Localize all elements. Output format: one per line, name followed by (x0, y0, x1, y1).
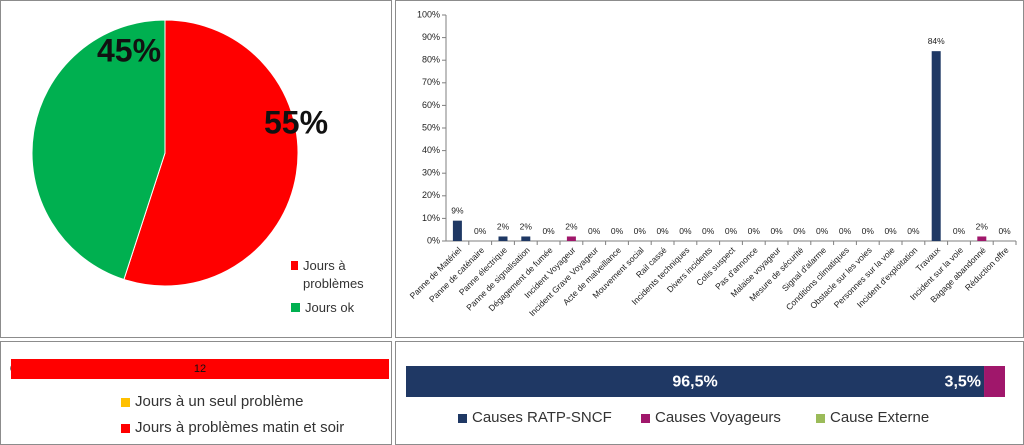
column-data-label: 84% (928, 36, 945, 46)
y-tick-label: 80% (422, 55, 440, 65)
causes-legend-label: Causes Voyageurs (655, 409, 781, 426)
column-data-label: 0% (816, 226, 829, 236)
pie-legend-swatch (291, 261, 298, 270)
y-tick-label: 20% (422, 190, 440, 200)
column-data-label: 0% (793, 226, 806, 236)
y-tick-label: 0% (427, 235, 440, 245)
causes-legend-label: Cause Externe (830, 409, 930, 426)
column-data-label: 0% (839, 226, 852, 236)
causes-legend-swatch (816, 414, 825, 423)
column-data-label: 0% (748, 226, 761, 236)
column-data-label: 0% (474, 226, 487, 236)
column-bar (931, 51, 941, 241)
pie-slice (123, 19, 299, 287)
causes-legend-item-externe: Cause Externe (816, 408, 929, 428)
y-tick-label: 90% (422, 32, 440, 42)
pie-data-label: 45% (97, 32, 161, 68)
column-bar (452, 220, 462, 241)
column-data-label: 9% (451, 206, 464, 216)
days-legend-label: Jours à problèmes matin et soir (135, 419, 345, 436)
pie-legend-item-ok: Jours ok (291, 299, 386, 317)
column-data-label: 0% (884, 226, 897, 236)
days-legend-label: Jours à un seul problème (135, 393, 304, 410)
pie-legend-item-problemes: Jours à problèmes (291, 257, 386, 293)
causes-legend-item-ratp: Causes RATP-SNCF (458, 408, 612, 428)
column-data-label: 0% (998, 226, 1011, 236)
cause-bar-label: 96,5% (672, 374, 717, 391)
cause-bar-label: 0,0% (1007, 374, 1024, 391)
days-legend-item-both: Jours à problèmes matin et soir (121, 418, 344, 438)
causes-legend-item-voyageurs: Causes Voyageurs (641, 408, 781, 428)
days-bar-segment (11, 359, 389, 379)
pie-legend-label: Jours à problèmes (302, 258, 364, 291)
days-legend-swatch (121, 398, 130, 407)
y-tick-label: 50% (422, 122, 440, 132)
causes-column-chart: 0%10%20%30%40%50%60%70%80%90%100%9%Panne… (408, 9, 1017, 318)
causes-legend-label: Causes RATP-SNCF (472, 409, 612, 426)
cause-bar-label: 3,5% (945, 374, 981, 391)
column-data-label: 0% (702, 226, 715, 236)
pie-legend-label: Jours ok (305, 300, 355, 315)
pie-slice (31, 19, 166, 281)
days-legend-item-single: Jours à un seul problème (121, 392, 303, 412)
column-data-label: 2% (565, 221, 578, 231)
column-data-label: 0% (588, 226, 601, 236)
y-tick-label: 30% (422, 168, 440, 178)
column-data-label: 0% (634, 226, 647, 236)
days-stacked-bar: 012 (10, 359, 389, 379)
days-bar-panel: 012 Jours à un seul problème Jours à pro… (0, 341, 392, 445)
column-bar (498, 236, 508, 241)
y-tick-label: 10% (422, 213, 440, 223)
days-bar-label: 12 (194, 363, 206, 375)
pie-chart: 55% 45% (31, 19, 328, 287)
column-data-label: 0% (953, 226, 966, 236)
pie-chart-panel: 55% 45% Jours à problèmes Jours ok (0, 0, 392, 338)
y-tick-label: 60% (422, 100, 440, 110)
column-bar (566, 236, 576, 241)
pie-legend-swatch (291, 303, 300, 312)
cause-bar-segment (984, 366, 1005, 397)
column-data-label: 0% (907, 226, 920, 236)
column-bar (521, 236, 531, 241)
y-tick-label: 40% (422, 145, 440, 155)
column-data-label: 0% (862, 226, 875, 236)
column-bar (977, 236, 987, 241)
column-data-label: 0% (542, 226, 555, 236)
column-data-label: 0% (725, 226, 738, 236)
cause-categories-bar-panel: 96,5% 3,5% 0,0% Causes RATP-SNCF Causes Vo… (395, 341, 1024, 445)
causes-legend-swatch (641, 414, 650, 423)
days-legend-swatch (121, 424, 130, 433)
y-tick-label: 100% (417, 9, 440, 19)
cause-categories-stacked-bar: 96,5% 3,5% 0,0% (406, 366, 1024, 397)
column-data-label: 2% (497, 221, 510, 231)
column-data-label: 2% (976, 221, 989, 231)
column-data-label: 0% (656, 226, 669, 236)
pie-data-label: 55% (264, 104, 328, 140)
column-data-label: 0% (770, 226, 783, 236)
y-tick-label: 70% (422, 77, 440, 87)
column-data-label: 0% (611, 226, 624, 236)
column-data-label: 0% (679, 226, 692, 236)
column-data-label: 2% (520, 221, 533, 231)
causes-column-chart-panel: 0% 10% 20% 30% 40% 50% 60% 70% 80% 90% 100% 9% Panne… (395, 0, 1024, 338)
causes-legend-swatch (458, 414, 467, 423)
cause-bar-segment (406, 366, 985, 397)
